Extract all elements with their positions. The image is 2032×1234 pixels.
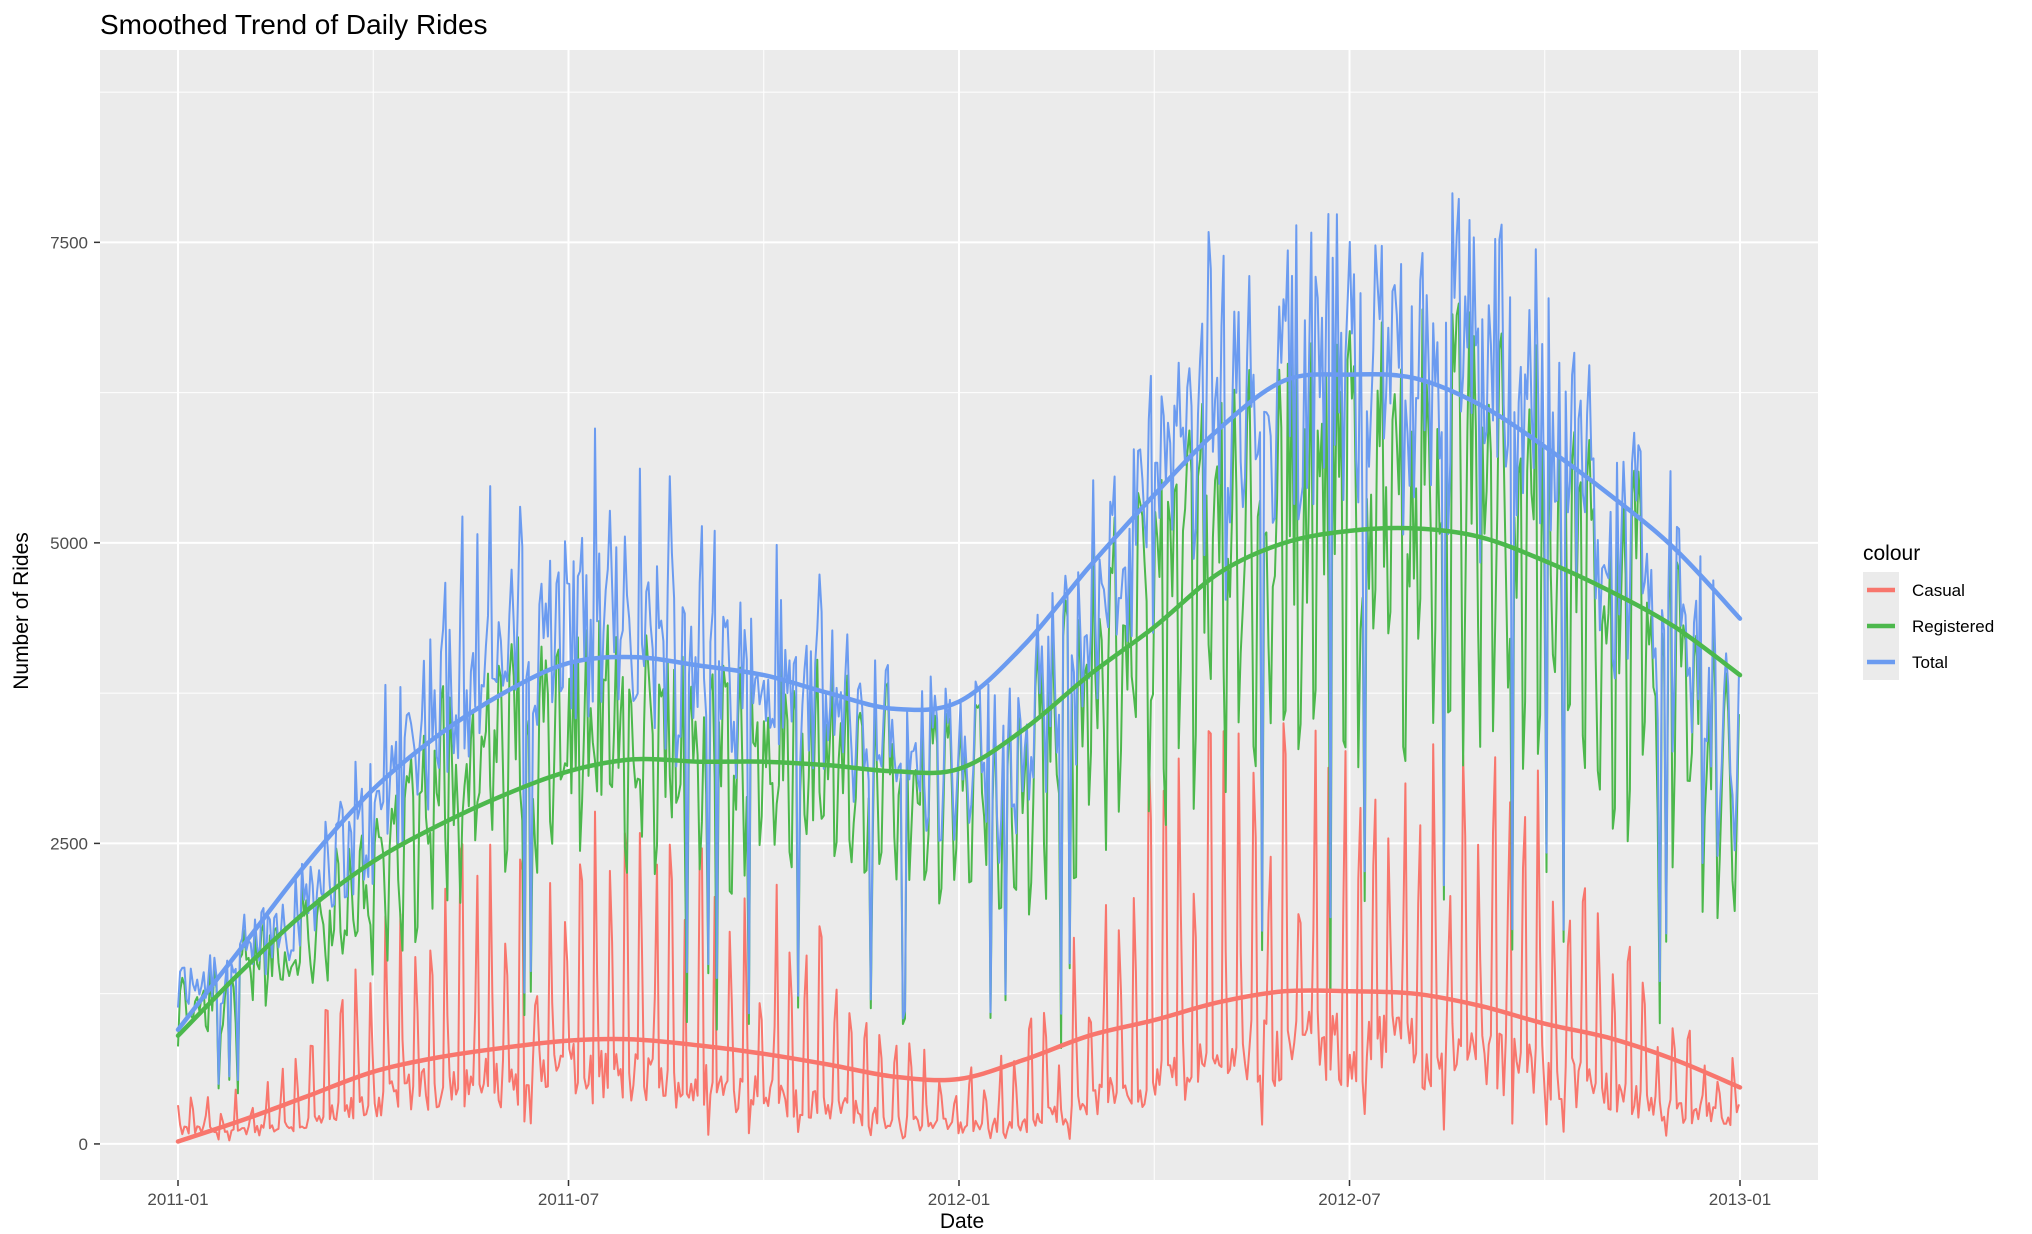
y-axis: 0 2500 5000 7500 (50, 233, 100, 1154)
x-tick-label: 2011-01 (147, 1190, 208, 1209)
legend-label-registered: Registered (1912, 617, 1994, 636)
y-tick-label: 2500 (50, 834, 88, 853)
legend-title: colour (1863, 542, 1920, 565)
x-tick-label: 2012-01 (928, 1190, 990, 1209)
x-tick-label: 2012-07 (1318, 1190, 1380, 1209)
y-tick-label: 5000 (50, 534, 88, 553)
legend-label-casual: Casual (1912, 581, 1965, 600)
x-axis-title: Date (940, 1210, 984, 1233)
x-tick-label: 2011-07 (538, 1190, 599, 1209)
total-smooth-line (175, 371, 1743, 1032)
y-axis-title: Number of Rides (10, 532, 33, 690)
legend-label-total: Total (1912, 653, 1948, 672)
y-tick-label: 0 (79, 1135, 88, 1154)
casual-smooth-line (175, 988, 1743, 1144)
series (175, 192, 1743, 1144)
legend: colour Casual Registered Total (1863, 542, 1994, 680)
x-tick-label: 2013-01 (1709, 1190, 1771, 1209)
registered-smooth-line (175, 525, 1743, 1038)
x-axis: 2011-01 2011-07 2012-01 2012-07 2013-01 (147, 1180, 1771, 1209)
y-tick-label: 7500 (50, 233, 88, 252)
chart-title: Smoothed Trend of Daily Rides (100, 9, 488, 40)
casual-daily-line (177, 722, 1740, 1142)
